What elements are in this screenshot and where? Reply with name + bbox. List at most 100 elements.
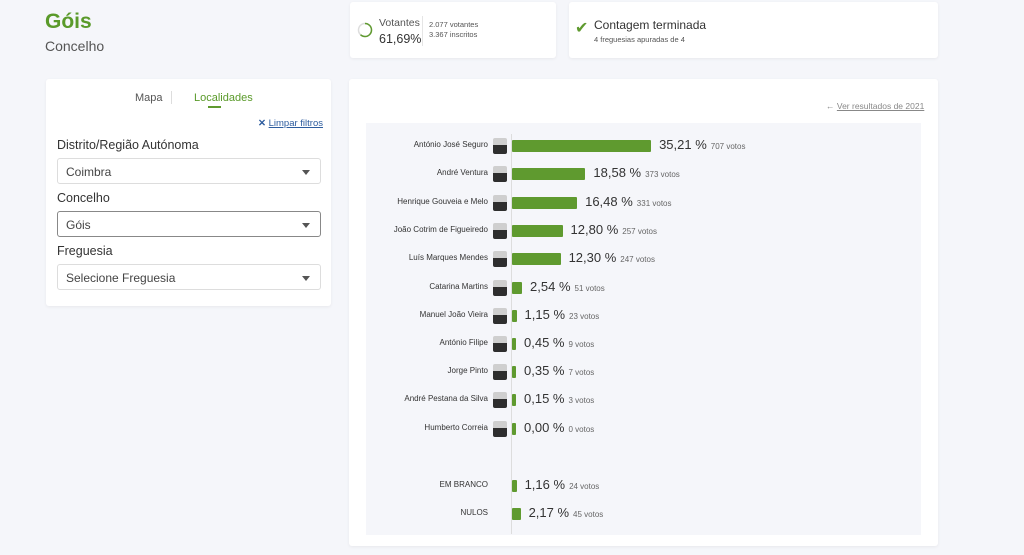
tab-map[interactable]: Mapa xyxy=(135,92,163,104)
previous-results-link[interactable]: ← Ver resultados de 2021 xyxy=(826,101,925,111)
candidate-photo xyxy=(493,251,507,267)
candidate-photo xyxy=(493,421,507,437)
candidate-name: Jorge Pinto xyxy=(447,366,488,375)
district-label: Distrito/Região Autónoma xyxy=(57,138,199,152)
turnout-ring-icon xyxy=(357,22,373,38)
result-row: António Filipe 0,45 % 9 votos xyxy=(366,334,921,354)
result-percent: 12,30 % xyxy=(568,250,617,265)
close-icon: ✕ xyxy=(258,118,266,129)
count-title: Contagem terminada xyxy=(594,18,707,32)
result-bar xyxy=(512,310,517,322)
council-select[interactable]: Góis xyxy=(57,211,321,237)
result-votes: 373 votos xyxy=(645,170,680,179)
registered-count: 3.367 inscritos xyxy=(429,30,478,39)
result-percent: 0,00 % xyxy=(524,420,565,435)
result-row: Jorge Pinto 0,35 % 7 votos xyxy=(366,362,921,382)
result-votes: 9 votos xyxy=(568,340,595,349)
active-tab-indicator xyxy=(208,106,221,108)
parish-value: Selecione Freguesia xyxy=(66,271,176,285)
result-percent: 0,35 % xyxy=(524,363,565,378)
result-value: 0,00 % 0 votos xyxy=(524,420,594,435)
result-value: 0,35 % 7 votos xyxy=(524,363,594,378)
filters-panel xyxy=(46,79,331,306)
chart-axis xyxy=(511,134,512,534)
result-votes: 0 votos xyxy=(568,425,595,434)
candidate-photo xyxy=(493,280,507,296)
tab-localities[interactable]: Localidades xyxy=(194,92,253,104)
council-label: Concelho xyxy=(57,191,110,205)
district-select[interactable]: Coimbra xyxy=(57,158,321,184)
candidate-name: EM BRANCO xyxy=(439,480,488,489)
result-value: 12,30 % 247 votos xyxy=(569,250,655,265)
result-percent: 0,45 % xyxy=(524,335,565,350)
result-row: António José Seguro 35,21 % 707 votos xyxy=(366,136,921,156)
turnout-percent: 61,69% xyxy=(379,32,422,46)
result-votes: 707 votos xyxy=(710,142,746,151)
result-percent: 1,16 % xyxy=(524,477,566,492)
candidate-name: Henrique Gouveia e Melo xyxy=(397,197,488,206)
clear-filters-link[interactable]: ✕ Limpar filtros xyxy=(258,118,323,129)
result-row: Catarina Martins 2,54 % 51 votos xyxy=(366,278,921,298)
result-row: Luís Marques Mendes 12,30 % 247 votos xyxy=(366,249,921,269)
candidate-photo xyxy=(493,223,507,239)
result-bar xyxy=(512,366,516,378)
result-votes: 24 votos xyxy=(569,482,600,491)
candidate-photo xyxy=(493,166,507,182)
candidate-photo xyxy=(493,195,507,211)
result-votes: 45 votos xyxy=(573,510,604,519)
parish-label: Freguesia xyxy=(57,244,113,258)
check-icon: ✔ xyxy=(575,20,589,37)
result-value: 1,15 % 23 votos xyxy=(525,307,600,322)
result-row: NULOS 2,17 % 45 votos xyxy=(366,504,921,524)
result-percent: 0,15 % xyxy=(524,391,565,406)
candidate-photo xyxy=(493,364,507,380)
page-subtitle: Concelho xyxy=(45,38,105,54)
result-row: Humberto Correia 0,00 % 0 votos xyxy=(366,419,921,439)
chart-area xyxy=(366,123,921,535)
count-card: ✔ Contagem terminada 4 freguesias apurad… xyxy=(569,2,938,58)
count-detail: 4 freguesias apuradas de 4 xyxy=(594,35,685,44)
tab-divider xyxy=(171,91,172,104)
result-percent: 2,54 % xyxy=(530,279,571,294)
result-votes: 3 votos xyxy=(568,396,595,405)
result-bar xyxy=(512,423,516,435)
candidate-name: Manuel João Vieira xyxy=(419,310,488,319)
result-value: 1,16 % 24 votos xyxy=(525,477,600,492)
candidate-name: António José Seguro xyxy=(413,140,488,149)
candidate-name: Catarina Martins xyxy=(429,282,488,291)
result-votes: 257 votos xyxy=(622,227,657,236)
result-bar xyxy=(512,140,652,152)
result-value: 16,48 % 331 votos xyxy=(585,194,671,209)
parish-select[interactable]: Selecione Freguesia xyxy=(57,264,321,290)
candidate-name: Humberto Correia xyxy=(424,423,488,432)
result-value: 0,15 % 3 votos xyxy=(524,391,594,406)
chevron-down-icon xyxy=(302,276,310,281)
result-bar xyxy=(512,253,561,265)
result-bar xyxy=(512,480,517,492)
chevron-down-icon xyxy=(302,170,310,175)
candidate-name: António Filipe xyxy=(439,338,488,347)
turnout-label: Votantes xyxy=(379,17,420,29)
result-bar xyxy=(512,282,523,294)
result-row: Manuel João Vieira 1,15 % 23 votos xyxy=(366,306,921,326)
candidate-name: NULOS xyxy=(460,508,488,517)
result-bar xyxy=(512,508,521,520)
chevron-down-icon xyxy=(302,223,310,228)
result-percent: 2,17 % xyxy=(528,505,570,520)
candidate-name: André Ventura xyxy=(436,168,488,177)
result-bar xyxy=(512,225,563,237)
result-percent: 18,58 % xyxy=(593,165,642,180)
result-value: 12,80 % 257 votos xyxy=(571,222,657,237)
result-votes: 331 votos xyxy=(636,199,672,208)
candidate-name: João Cotrim de Figueiredo xyxy=(393,225,488,234)
result-bar xyxy=(512,338,516,350)
result-votes: 51 votos xyxy=(574,284,605,293)
result-row: Henrique Gouveia e Melo 16,48 % 331 votos xyxy=(366,193,921,213)
result-bar xyxy=(512,197,578,209)
result-votes: 247 votos xyxy=(620,255,655,264)
result-row: EM BRANCO 1,16 % 24 votos xyxy=(366,476,921,496)
candidate-name: Luís Marques Mendes xyxy=(408,253,488,262)
result-bar xyxy=(512,168,586,180)
turnout-card: Votantes 61,69% 2.077 votantes 3.367 ins… xyxy=(350,2,556,58)
result-percent: 35,21 % xyxy=(659,137,707,152)
